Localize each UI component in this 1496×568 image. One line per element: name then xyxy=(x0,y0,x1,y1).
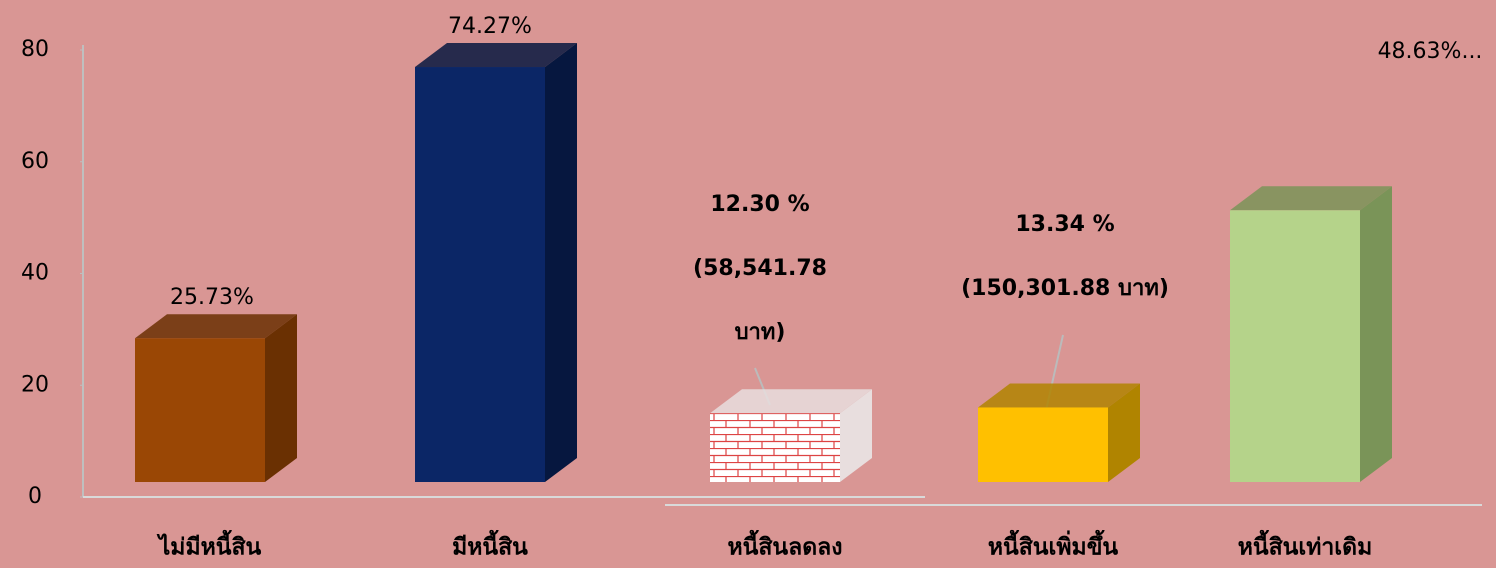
x-tick-label: ไม่มีหนี้สิน xyxy=(156,530,262,561)
y-tick-label: 20 xyxy=(21,372,49,397)
data-label: 48.63%... xyxy=(1378,39,1483,64)
data-label: (150,301.88 บาท) xyxy=(961,276,1169,301)
bar-top xyxy=(1230,186,1392,211)
bar-side xyxy=(840,389,872,482)
y-tick-label: 40 xyxy=(21,261,49,286)
x-tick-label: มีหนี้สิน xyxy=(452,530,528,561)
bar-top xyxy=(135,314,297,339)
bar-side xyxy=(1360,186,1392,482)
bar xyxy=(1230,210,1360,482)
data-label: 74.27% xyxy=(448,14,532,39)
x-tick-label: หนี้สินเท่าเดิม xyxy=(1238,530,1373,561)
data-label: 12.30 % xyxy=(710,192,809,217)
bar xyxy=(710,413,840,482)
bar-side xyxy=(1108,383,1140,482)
y-tick-label: 80 xyxy=(21,37,49,62)
bar-side xyxy=(265,314,297,482)
bar-top xyxy=(978,383,1140,408)
bar-top xyxy=(710,389,872,414)
bar xyxy=(415,67,545,483)
y-tick-label: 0 xyxy=(28,484,42,509)
data-label: 25.73% xyxy=(170,285,254,310)
data-label: (58,541.78 xyxy=(693,256,827,281)
bar xyxy=(135,338,265,482)
data-label: 13.34 % xyxy=(1015,212,1114,237)
x-tick-label: หนี้สินลดลง xyxy=(728,530,843,561)
bar xyxy=(978,407,1108,482)
bar-top xyxy=(415,43,577,68)
data-label: บาท) xyxy=(735,320,786,345)
y-tick-label: 60 xyxy=(21,149,49,174)
bar-side xyxy=(545,43,577,482)
x-tick-label: หนี้สินเพิ่มขึ้น xyxy=(988,530,1119,561)
